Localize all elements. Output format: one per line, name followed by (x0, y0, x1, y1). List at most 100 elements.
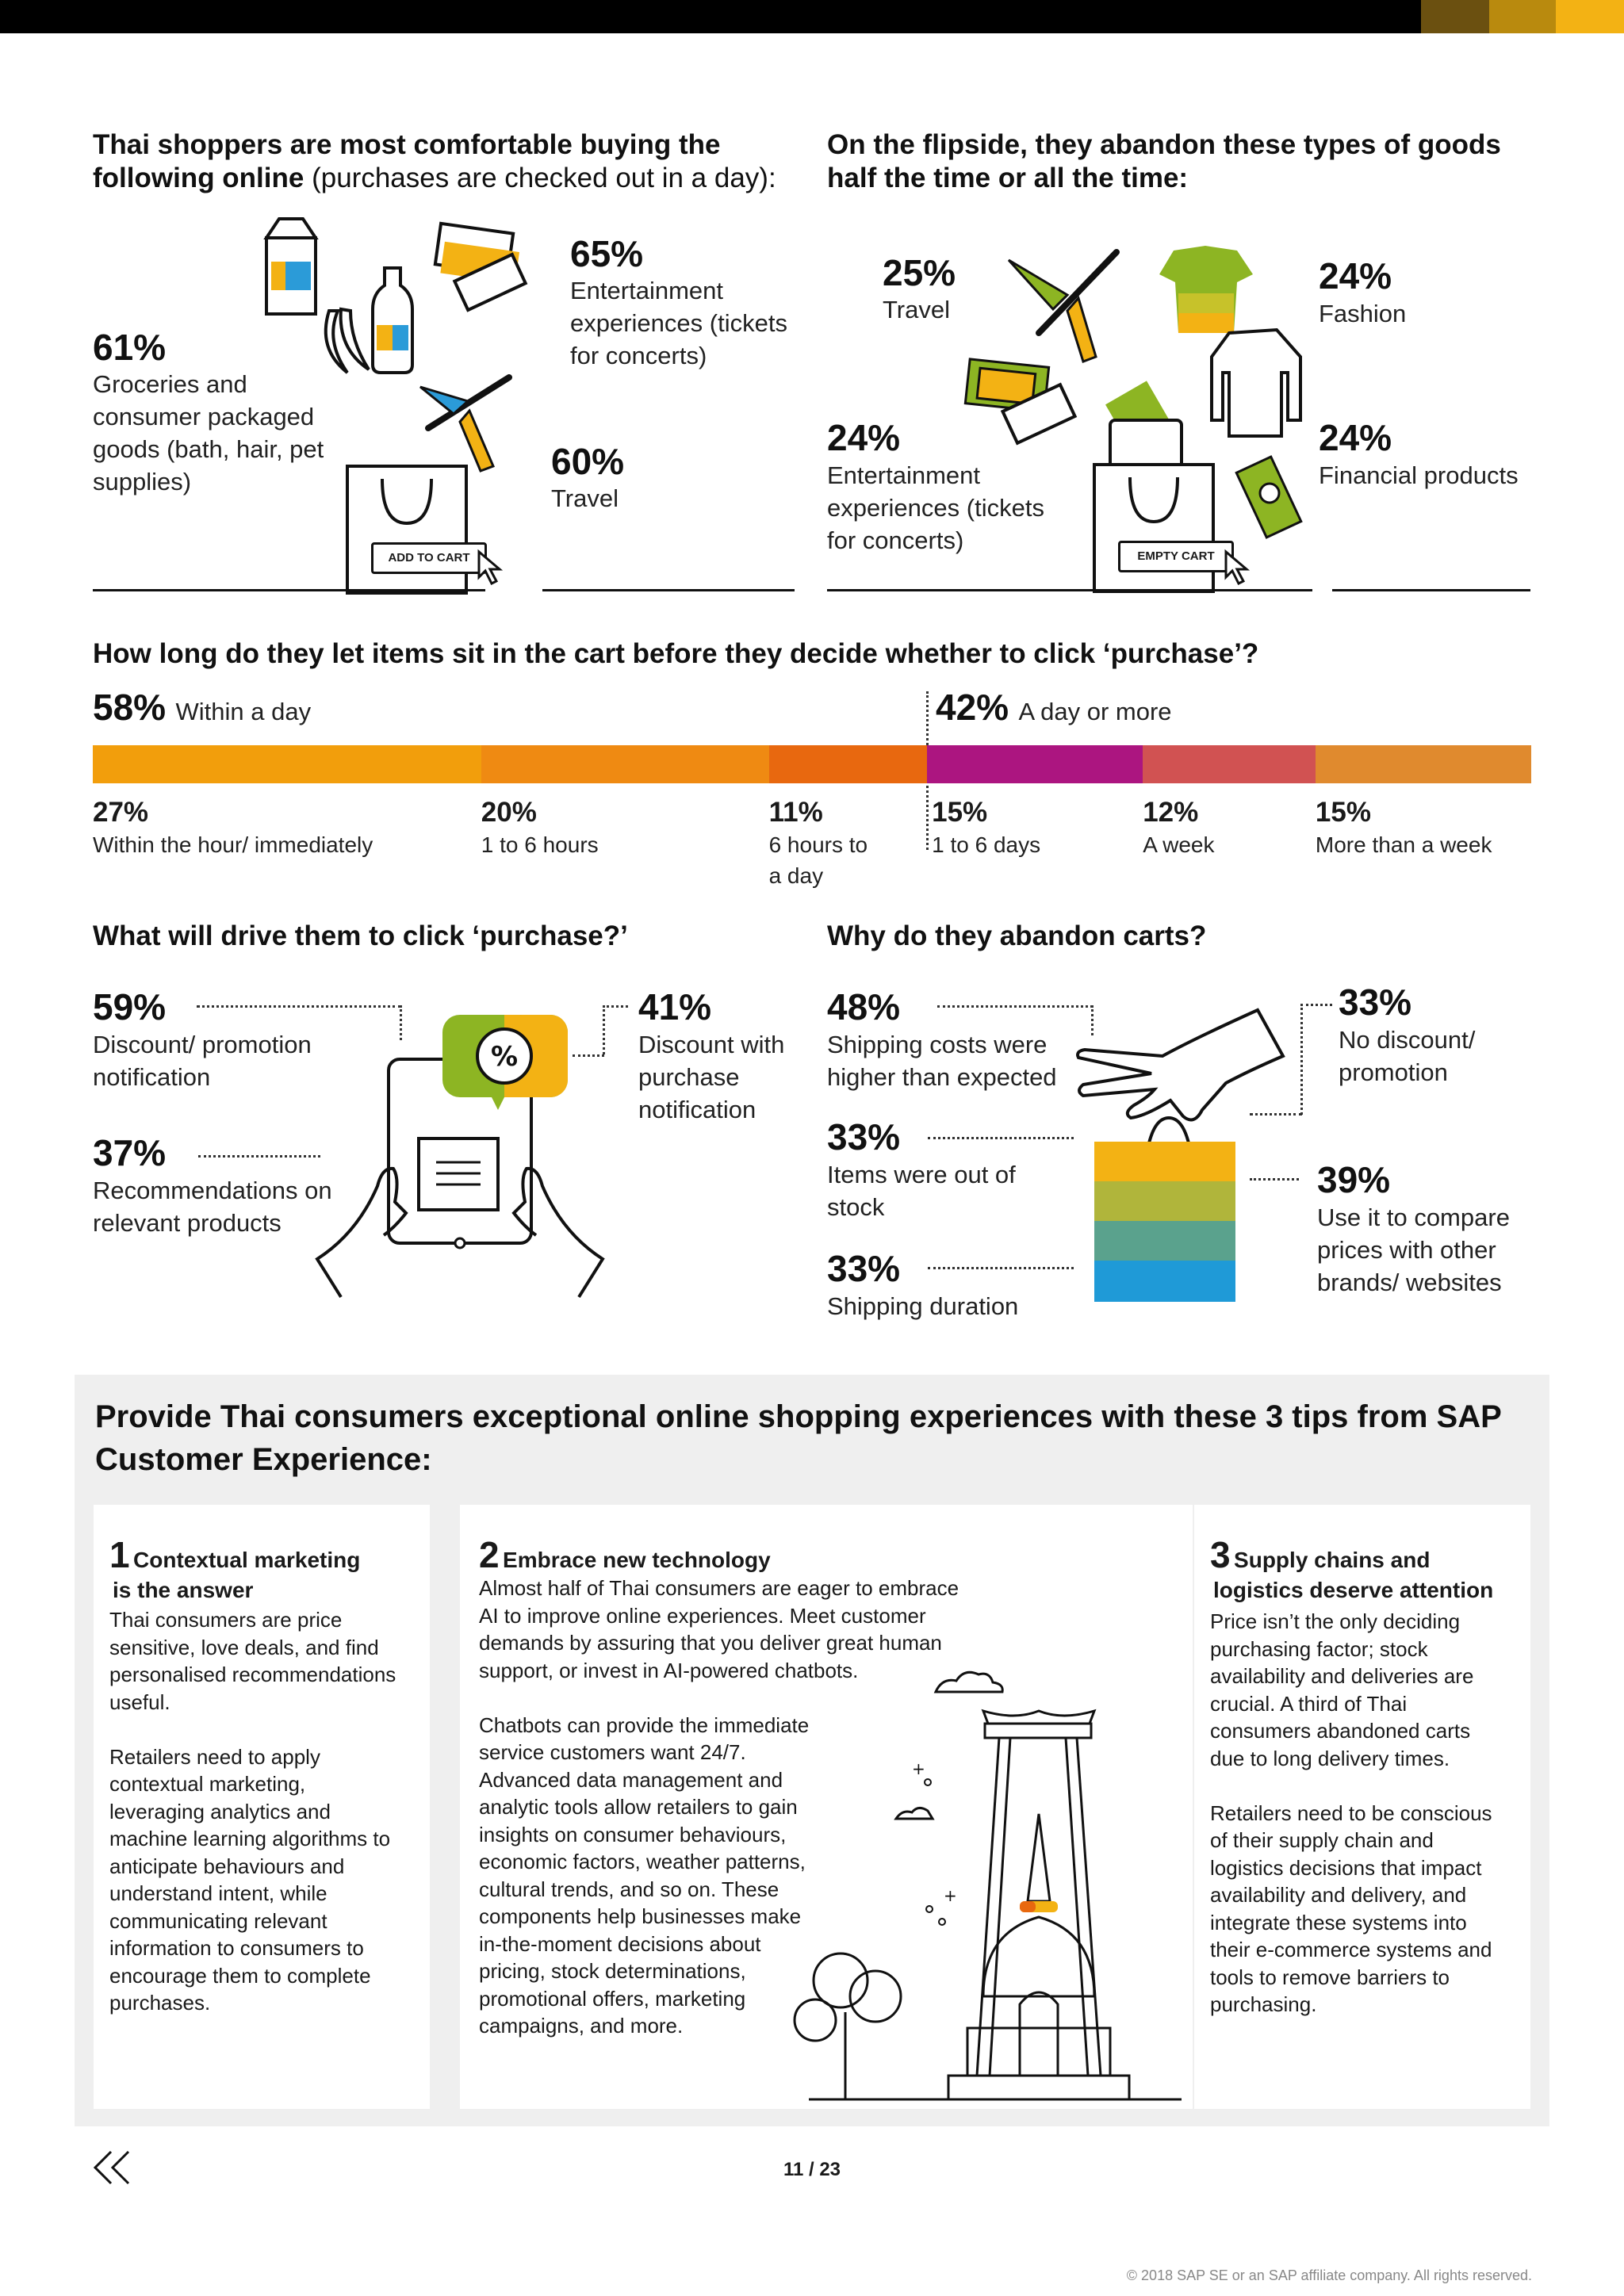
tip-1-title-b: is the answer (113, 1578, 254, 1602)
tip-3-title-block: 3 Supply chains and logistics deserve at… (1210, 1536, 1493, 1605)
baseline-right-2 (1332, 589, 1530, 591)
tip-2-number: 2 (479, 1534, 500, 1575)
why-leader-4v (1300, 1004, 1303, 1115)
cart-bar-segment (1315, 745, 1532, 783)
why-label-out-of-stock: Items were out of stock (827, 1161, 1016, 1221)
hand-icon (1076, 1008, 1285, 1122)
shopping-bag-icon (1094, 1142, 1235, 1302)
cart-time-left-label: Within a day (175, 698, 312, 725)
double-chevron-left-icon[interactable] (92, 2150, 133, 2185)
shopping-bag-icon (1093, 463, 1215, 593)
why-leader-4 (1300, 1004, 1332, 1006)
abandon-pct-travel: 25% (883, 252, 956, 293)
svg-text:+: + (912, 1759, 925, 1778)
empty-cart-button[interactable]: EMPTY CART (1118, 541, 1234, 572)
tablet-illustration: % (315, 1015, 605, 1299)
svg-text:+: + (944, 1886, 957, 1905)
cursor-icon (477, 549, 504, 586)
why-leader-1v (1091, 1005, 1094, 1035)
page-number: 11 / 23 (783, 2159, 841, 2180)
why-leader-5 (1250, 1178, 1299, 1181)
tip-2-title-block: 2 Embrace new technology (479, 1536, 771, 1575)
tip-1-title-block: 1 Contextual marketing is the answer (109, 1536, 360, 1605)
abandon-label-travel: Travel (883, 296, 950, 323)
drive-leader-2 (198, 1155, 320, 1158)
cursor-icon (1224, 549, 1251, 586)
tip-3-body: Price isn’t the only deciding purchasing… (1210, 1609, 1492, 2016)
top-bar-accent-yellow (1556, 0, 1624, 33)
comfortable-label-entertainment: Entertainment experiences (tickets for c… (570, 277, 787, 369)
giant-swing-icon (975, 1709, 1102, 2076)
t-shirt-icon (1159, 246, 1253, 333)
drive-pct-purchase-notification: 41% (638, 986, 712, 1027)
why-label-shipping-duration: Shipping duration (827, 1292, 1019, 1320)
tip-3-title-a: Supply chains and (1234, 1548, 1431, 1572)
abandon-label-entertainment: Entertainment experiences (tickets for c… (827, 461, 1044, 554)
cart-segment-label: A week (1143, 832, 1215, 857)
baseline-left-2 (542, 589, 795, 591)
drive-leader-3b (573, 1054, 604, 1057)
ticket-icon (433, 221, 528, 312)
comfortable-pct-travel: 60% (551, 441, 625, 482)
bottle-icon (371, 266, 414, 374)
drive-label-purchase-notification: Discount with purchase notification (638, 1031, 785, 1123)
abandon-label-fashion: Fashion (1319, 300, 1407, 327)
baseline-right (827, 589, 1312, 591)
why-leader-2 (928, 1137, 1074, 1139)
drive-question: What will drive them to click ‘purchase?… (93, 920, 628, 951)
cart-segment-label: More than a week (1315, 832, 1492, 857)
add-to-cart-button[interactable]: ADD TO CART (371, 542, 487, 574)
milk-carton-icon (263, 217, 319, 316)
drive-pct-recommendations: 37% (93, 1132, 167, 1173)
cart-bar-segment (768, 745, 928, 783)
drive-leader-3v (603, 1005, 605, 1054)
drive-leader-1v (400, 1005, 402, 1040)
cart-time-left-summary: 58% Within a day (93, 687, 311, 728)
money-icon (1235, 455, 1303, 539)
shopping-bag-illustration (263, 217, 528, 595)
comfortable-pct-entertainment: 65% (570, 233, 644, 274)
cart-time-right-label: A day or more (1018, 698, 1172, 725)
cart-segment-pct: 15% (932, 797, 988, 828)
cart-time-left-pct: 58% (93, 687, 167, 728)
why-pct-no-discount: 33% (1339, 982, 1412, 1023)
comfortable-label-groceries: Groceries and consumer packaged goods (b… (93, 370, 324, 496)
why-label-shipping-costs: Shipping costs were higher than expected (827, 1031, 1057, 1091)
comfortable-heading-bold: Thai shoppers are most comfortable buyin… (93, 129, 721, 193)
why-leader-3 (928, 1267, 1074, 1269)
cart-bar-segment (927, 745, 1143, 783)
abandon-pct-financial: 24% (1319, 417, 1392, 458)
why-pct-out-of-stock: 33% (827, 1116, 901, 1158)
why-label-no-discount: No discount/ promotion (1339, 1026, 1476, 1086)
tip-2-title-a: Embrace new technology (503, 1548, 771, 1572)
drive-pct-discount: 59% (93, 986, 167, 1027)
banana-icon (324, 307, 370, 374)
why-abandon-question: Why do they abandon carts? (827, 920, 1207, 951)
tip-1-number: 1 (109, 1534, 130, 1575)
plane-icon (1007, 249, 1120, 363)
stupa-icon (947, 1813, 1131, 2101)
wallet-icon (1105, 381, 1183, 469)
cart-segment-pct: 15% (1315, 797, 1371, 828)
hand-right-icon (511, 1166, 605, 1299)
copyright: © 2018 SAP SE or an SAP affiliate compan… (1126, 2267, 1532, 2283)
cart-segment-label: 1 to 6 hours (481, 832, 599, 857)
drive-label-discount: Discount/ promotion notification (93, 1031, 312, 1091)
cart-time-right-summary: 42% A day or more (936, 687, 1172, 728)
cart-time-question: How long do they let items sit in the ca… (93, 638, 1259, 669)
tip-1-body: Thai consumers are price sensitive, love… (109, 1608, 396, 2015)
baseline-left (93, 589, 485, 591)
tip-card-2: 2 Embrace new technology Almost half of … (460, 1505, 1193, 2109)
cart-segment-pct: 11% (768, 797, 823, 828)
cart-segment-pct: 12% (1143, 797, 1199, 828)
discount-badge-icon: % (442, 1015, 568, 1110)
abandon-heading: On the flipside, they abandon these type… (827, 129, 1501, 193)
abandon-label-financial: Financial products (1319, 461, 1519, 489)
ticket-icon (963, 358, 1078, 446)
cart-segment-label: 6 hours to a day (768, 832, 868, 888)
tip-1-title-a: Contextual marketing (133, 1548, 361, 1572)
why-leader-1 (937, 1005, 1093, 1008)
why-label-compare: Use it to compare prices with other bran… (1317, 1203, 1510, 1296)
why-leader-4b (1250, 1113, 1302, 1115)
abandon-pct-fashion: 24% (1319, 255, 1392, 297)
